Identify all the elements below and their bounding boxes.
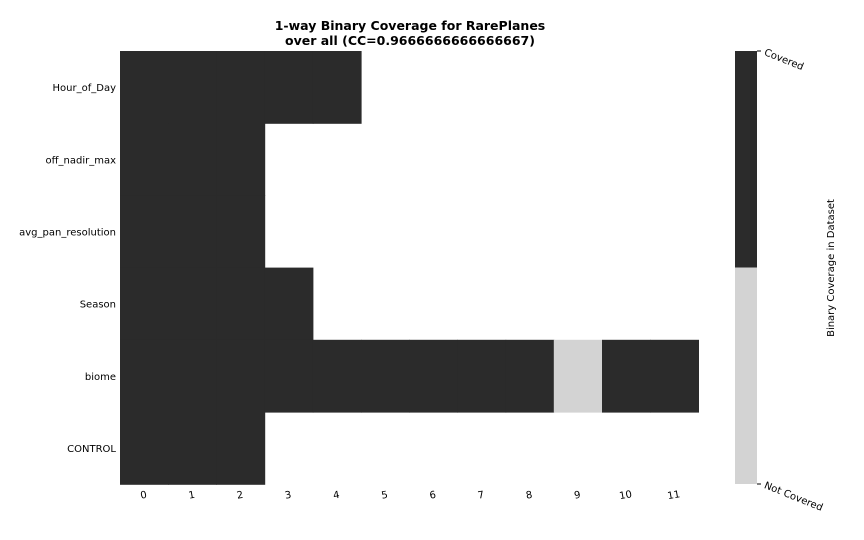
row-label: avg_pan_resolution	[19, 228, 116, 239]
heatmap-cell	[168, 123, 217, 196]
colorbar-tick-label: Not Covered	[762, 480, 824, 514]
heatmap-cell	[650, 339, 699, 413]
heatmap-cell	[120, 195, 169, 269]
heatmap-cell	[409, 339, 458, 413]
colorbar-covered-segment	[735, 51, 757, 268]
chart-title-line-2: over all (CC=0.9666666666666667)	[285, 33, 535, 48]
heatmap-cell	[216, 267, 266, 341]
column-label: 10	[618, 489, 632, 502]
row-label: CONTROL	[67, 444, 116, 455]
heatmap-cell	[264, 339, 314, 413]
colorbar-not-covered-segment	[735, 267, 757, 484]
row-label: Hour_of_Day	[53, 83, 117, 94]
heatmap-cell	[602, 339, 651, 413]
heatmap-cell	[120, 123, 169, 196]
heatmap-cell	[264, 267, 314, 341]
heatmap-cell	[216, 339, 266, 413]
column-labels: 0 1 2 3 4 5 6 7 8 9 10 11	[140, 489, 682, 502]
column-label: 7	[477, 490, 485, 502]
heatmap-cell	[120, 412, 169, 485]
heatmap-cell	[505, 339, 555, 413]
heatmap-cell	[168, 412, 217, 485]
heatmap-cell	[216, 195, 266, 269]
heatmap-cell	[361, 339, 410, 413]
column-label: 5	[381, 490, 389, 502]
heatmap-cell	[216, 123, 266, 196]
heatmap-cell	[168, 339, 217, 413]
column-label: 3	[284, 490, 292, 502]
heatmap-cell	[216, 412, 266, 485]
row-label: Season	[80, 300, 116, 311]
heatmap-cell	[457, 339, 507, 413]
heatmap-cell	[168, 195, 217, 269]
heatmap-cell	[264, 51, 314, 124]
heatmap-cell	[312, 51, 362, 124]
colorbar-label: Binary Coverage in Dataset	[826, 199, 837, 337]
heatmap-cell	[312, 339, 362, 413]
heatmap-cell	[168, 267, 217, 341]
chart-title-line-1: 1-way Binary Coverage for RarePlanes	[275, 18, 546, 33]
heatmap-cells	[120, 51, 699, 485]
heatmap-cell	[216, 51, 266, 124]
colorbar-tick-label: Covered	[762, 47, 805, 73]
heatmap-cell	[553, 339, 603, 413]
column-label: 1	[188, 490, 196, 502]
column-label: 11	[667, 489, 681, 502]
column-label: 8	[525, 490, 533, 502]
column-label: 0	[140, 490, 148, 502]
row-labels: Hour_of_Day off_nadir_max avg_pan_resoluti…	[19, 83, 116, 455]
heatmap-cell	[120, 51, 169, 124]
column-label: 9	[573, 490, 581, 502]
row-label: off_nadir_max	[46, 155, 117, 166]
column-label: 2	[236, 490, 244, 502]
row-label: biome	[85, 372, 116, 383]
heatmap-cell	[120, 267, 169, 341]
heatmap-cell	[168, 51, 217, 124]
column-label: 6	[429, 490, 437, 502]
heatmap-cell	[120, 339, 169, 413]
colorbar: Covered Not Covered	[735, 47, 824, 514]
column-label: 4	[332, 490, 340, 502]
